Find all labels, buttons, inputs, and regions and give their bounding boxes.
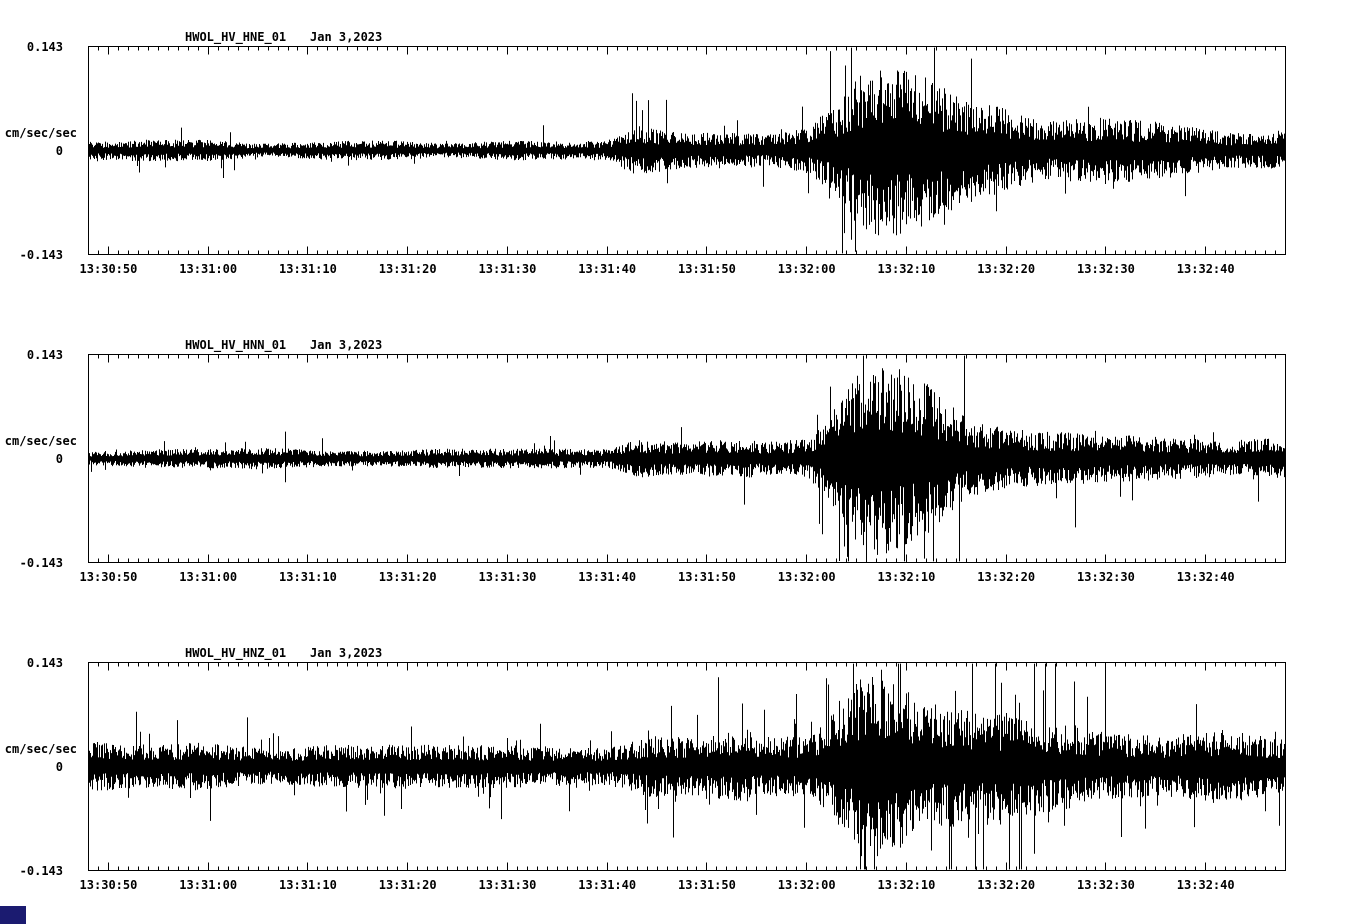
x-axis-time-label: 13:31:50	[678, 878, 736, 892]
x-axis-time-label: 13:31:40	[578, 570, 636, 584]
waveform-plot: HWOL_HV_HNE_01 Jan 3,2023 0.143 cm/sec/sec 0…	[5, 30, 1286, 276]
x-axis-time-label: 13:32:10	[878, 262, 936, 276]
y-axis-min-label: -0.143	[20, 556, 63, 570]
panel-title-date: Jan 3,2023	[310, 30, 382, 44]
x-axis-time-label: 13:32:20	[977, 878, 1035, 892]
x-axis-time-label: 13:31:10	[279, 262, 337, 276]
y-axis-max-label: 0.143	[27, 656, 63, 670]
y-axis-min-label: -0.143	[20, 864, 63, 878]
y-axis-zero-label: 0	[56, 760, 63, 774]
x-axis-time-label: 13:32:00	[778, 262, 836, 276]
seismic-trace	[88, 47, 1285, 254]
seismic-trace	[88, 355, 1285, 562]
x-axis-time-label: 13:32:10	[878, 878, 936, 892]
x-axis-time-label: 13:32:00	[778, 878, 836, 892]
x-axis-time-label: 13:32:40	[1177, 878, 1235, 892]
y-axis-max-label: 0.143	[27, 40, 63, 54]
x-axis-time-label: 13:31:00	[179, 262, 237, 276]
x-axis-time-label: 13:31:40	[578, 878, 636, 892]
y-axis-zero-label: 0	[56, 144, 63, 158]
x-axis-time-label: 13:32:20	[977, 570, 1035, 584]
corner-mark	[0, 906, 26, 924]
panel-title-date: Jan 3,2023	[310, 338, 382, 352]
x-axis-time-label: 13:31:30	[479, 878, 537, 892]
axis-ticks	[88, 354, 1286, 563]
x-axis-time-label: 13:30:50	[80, 878, 138, 892]
seismic-trace	[88, 663, 1285, 870]
panel-title-date: Jan 3,2023	[310, 646, 382, 660]
x-axis-time-label: 13:32:40	[1177, 262, 1235, 276]
x-axis-time-label: 13:32:10	[878, 570, 936, 584]
x-axis-time-label: 13:31:10	[279, 878, 337, 892]
x-axis-time-label: 13:31:40	[578, 262, 636, 276]
x-axis-time-label: 13:32:30	[1077, 570, 1135, 584]
x-axis-time-label: 13:30:50	[80, 262, 138, 276]
axis-ticks	[88, 662, 1286, 871]
waveform-plot: HWOL_HV_HNN_01 Jan 3,2023 0.143 cm/sec/sec 0…	[5, 338, 1286, 584]
x-axis-time-label: 13:31:20	[379, 878, 437, 892]
panel-title-station: HWOL_HV_HNN_01	[185, 338, 286, 353]
y-axis-unit-label: cm/sec/sec	[5, 126, 77, 140]
y-axis-unit-label: cm/sec/sec	[5, 742, 77, 756]
x-axis-time-label: 13:31:20	[379, 570, 437, 584]
y-axis-unit-label: cm/sec/sec	[5, 434, 77, 448]
seismogram-panel-1: HWOL_HV_HNE_01 Jan 3,2023 0.143 cm/sec/sec 0…	[0, 0, 1358, 308]
x-axis-time-label: 13:32:20	[977, 262, 1035, 276]
panel-title-station: HWOL_HV_HNE_01	[185, 30, 286, 45]
x-axis-time-label: 13:31:20	[379, 262, 437, 276]
panel-title-station: HWOL_HV_HNZ_01	[185, 646, 286, 661]
x-axis-time-label: 13:32:30	[1077, 878, 1135, 892]
x-axis-time-label: 13:30:50	[80, 570, 138, 584]
x-axis-time-label: 13:31:30	[479, 262, 537, 276]
x-axis-time-label: 13:31:30	[479, 570, 537, 584]
x-axis-time-label: 13:32:40	[1177, 570, 1235, 584]
seismogram-panel-3: HWOL_HV_HNZ_01 Jan 3,2023 0.143 cm/sec/sec 0…	[0, 616, 1358, 924]
x-axis-time-label: 13:31:50	[678, 570, 736, 584]
seismogram-panel-2: HWOL_HV_HNN_01 Jan 3,2023 0.143 cm/sec/sec 0…	[0, 308, 1358, 616]
x-axis-time-label: 13:32:00	[778, 570, 836, 584]
x-axis-time-label: 13:31:00	[179, 570, 237, 584]
x-axis-time-label: 13:31:10	[279, 570, 337, 584]
axis-ticks	[88, 46, 1286, 255]
y-axis-zero-label: 0	[56, 452, 63, 466]
waveform-plot: HWOL_HV_HNZ_01 Jan 3,2023 0.143 cm/sec/sec 0…	[5, 646, 1286, 892]
x-axis-time-label: 13:31:50	[678, 262, 736, 276]
y-axis-max-label: 0.143	[27, 348, 63, 362]
x-axis-time-label: 13:31:00	[179, 878, 237, 892]
y-axis-min-label: -0.143	[20, 248, 63, 262]
x-axis-time-label: 13:32:30	[1077, 262, 1135, 276]
